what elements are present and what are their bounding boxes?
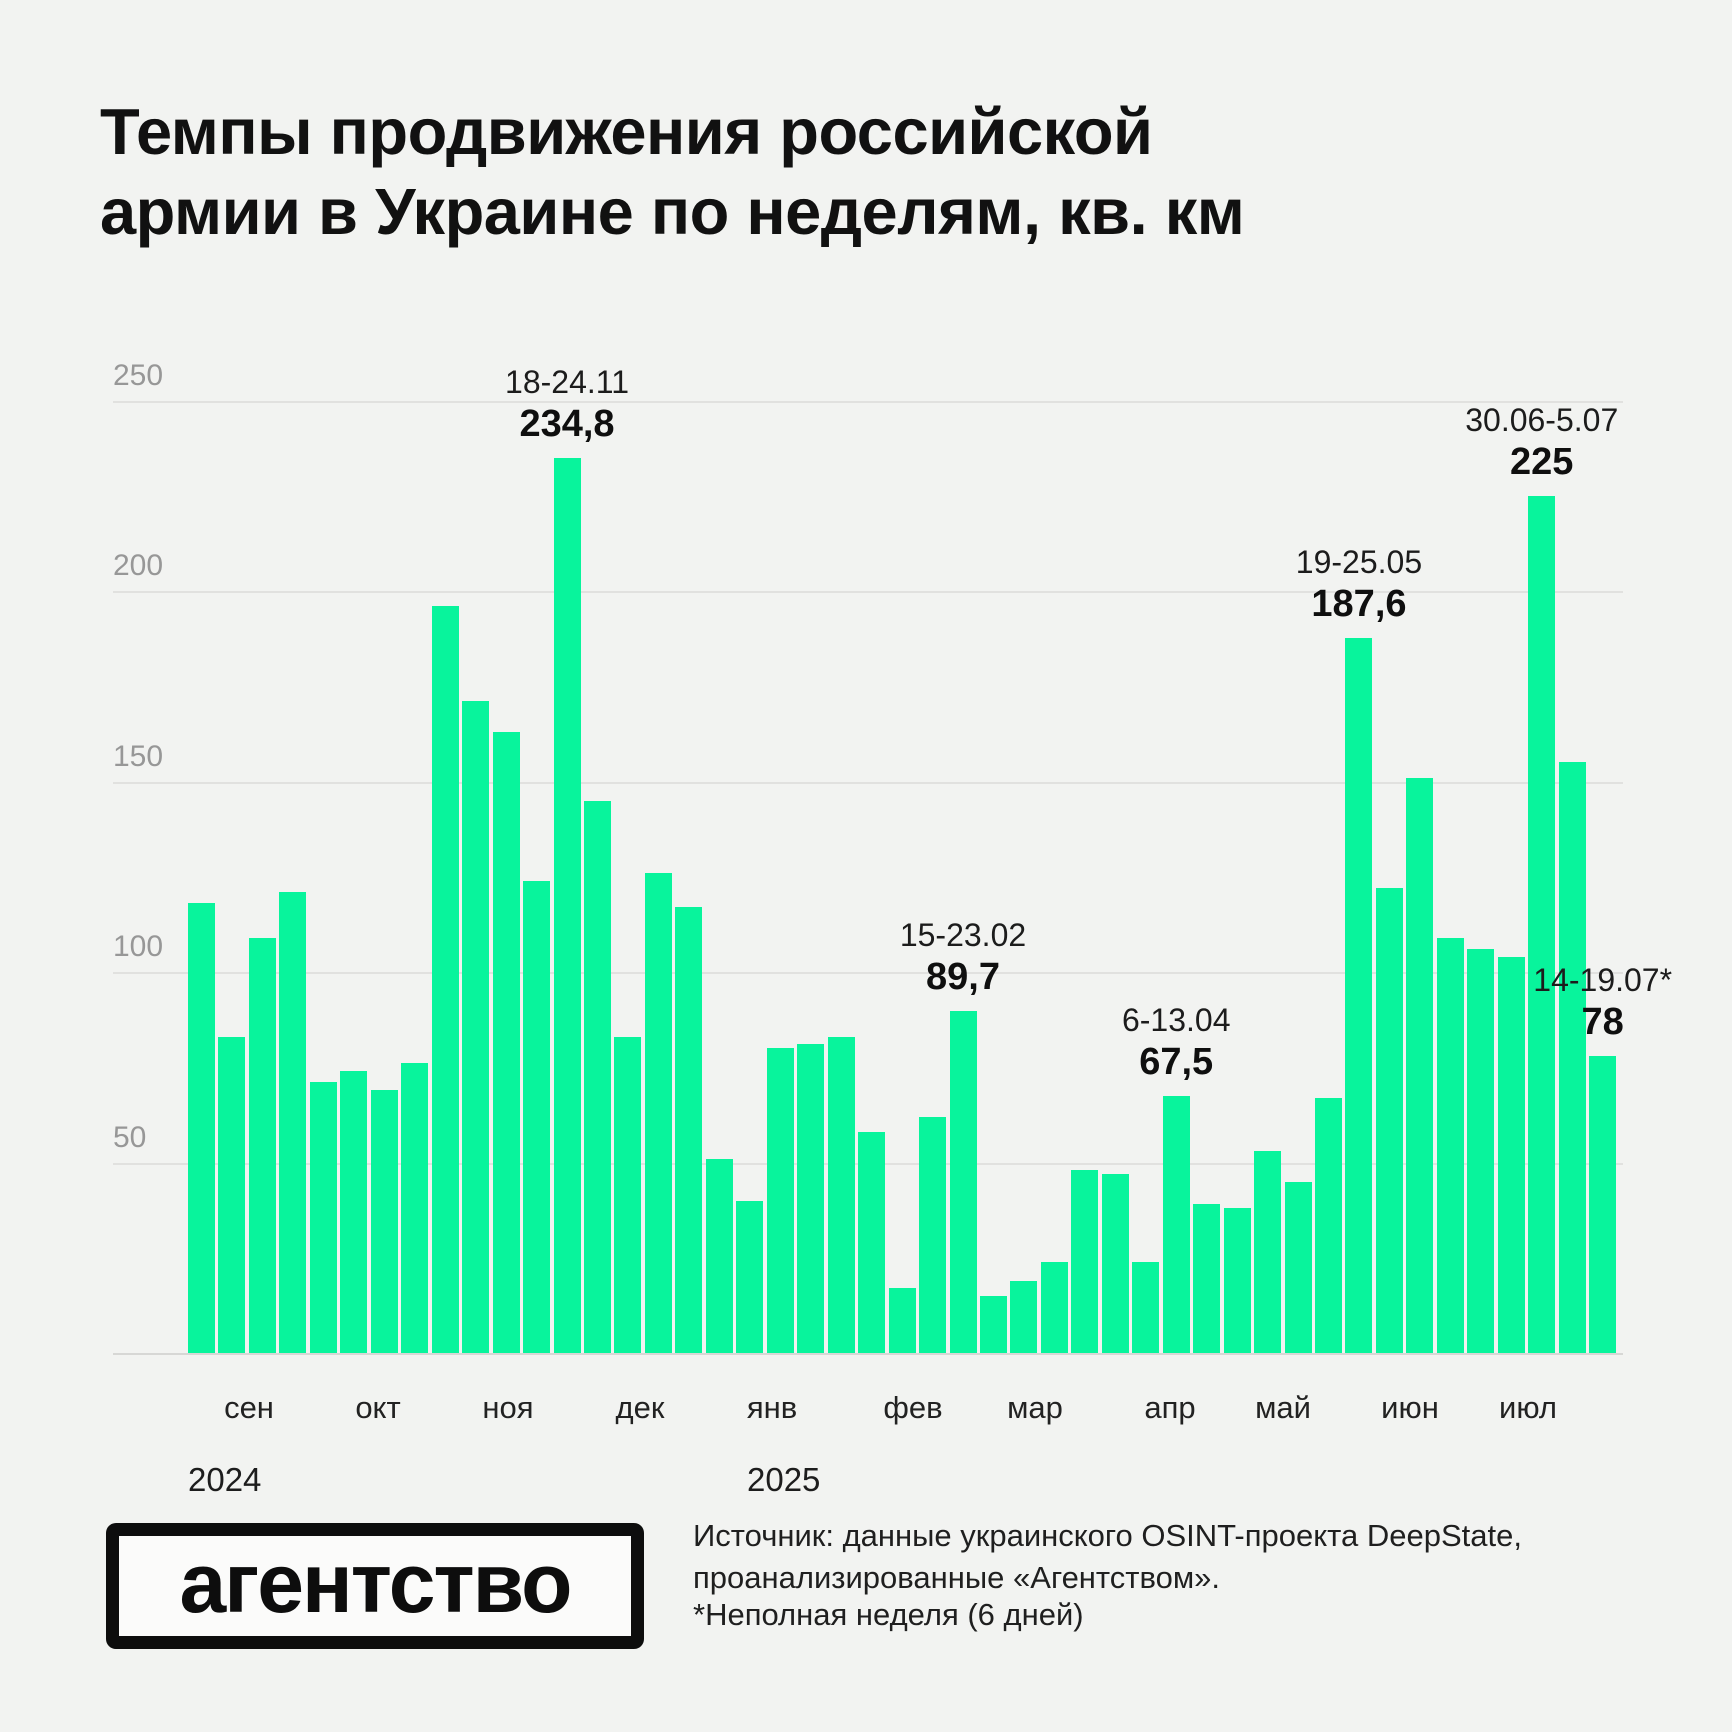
bar-week-39 <box>1345 638 1372 1353</box>
annotation-week: 30.06-5.07 <box>1465 401 1619 438</box>
bar-week-20 <box>767 1048 794 1353</box>
chart-title-line1: Темпы продвижения российской <box>100 95 1153 168</box>
bar-week-18 <box>706 1159 733 1353</box>
month-label-8: май <box>1255 1390 1311 1425</box>
month-label-6: мар <box>1007 1390 1063 1425</box>
bar-week-12 <box>523 881 550 1353</box>
bar-week-34 <box>1193 1204 1220 1353</box>
annotation-14-1907: 14-19.07* 78 <box>1533 960 1672 1044</box>
annotation-15-2302: 15-23.02 89,7 <box>900 915 1026 999</box>
annotation-value: 234,8 <box>519 403 615 446</box>
bar-week-30 <box>1071 1170 1098 1353</box>
annotation-value: 187,6 <box>1311 583 1407 626</box>
bar-week-31 <box>1102 1174 1129 1353</box>
bar-week-13 <box>554 458 581 1353</box>
y-axis-label-200: 200 <box>113 549 164 582</box>
bar-week-14 <box>584 801 611 1353</box>
gridline-200 <box>113 591 1623 593</box>
bar-week-40 <box>1376 888 1403 1353</box>
annotation-3006-507: 30.06-5.07 225 <box>1465 400 1618 484</box>
gridline-150 <box>113 781 1623 784</box>
year-label-2024: 2024 <box>188 1461 262 1498</box>
agentstvo-logo-text: агентство <box>179 1536 573 1630</box>
bar-week-26 <box>950 1011 977 1353</box>
agentstvo-logo: агентство <box>106 1523 644 1649</box>
bar-week-41 <box>1406 778 1433 1353</box>
bar-week-45 <box>1528 496 1555 1353</box>
bar-week-33 <box>1163 1096 1190 1353</box>
bar-week-9 <box>432 606 459 1353</box>
bar-week-32 <box>1132 1262 1159 1353</box>
bar-week-46 <box>1559 762 1586 1353</box>
bar-week-4 <box>279 892 306 1353</box>
annotation-value: 89,7 <box>926 956 1000 999</box>
bar-week-2 <box>218 1037 245 1353</box>
bar-week-10 <box>462 701 489 1353</box>
bar-week-8 <box>401 1063 428 1353</box>
bar-week-7 <box>371 1090 398 1353</box>
bar-week-17 <box>675 907 702 1353</box>
bar-week-37 <box>1285 1182 1312 1353</box>
gridline-100 <box>113 972 1623 974</box>
month-label-3: дек <box>615 1390 665 1425</box>
bar-week-29 <box>1041 1262 1068 1353</box>
annotation-week: 6-13.04 <box>1121 1001 1231 1038</box>
bar-week-22 <box>828 1037 855 1353</box>
annotation-week: 14-19.07* <box>1533 961 1673 998</box>
gridline-250 <box>113 400 1623 403</box>
bar-week-35 <box>1224 1208 1251 1353</box>
bar-week-44 <box>1498 957 1525 1353</box>
source-line-2: проанализированные «Агентством». <box>693 1560 1220 1595</box>
bar-week-36 <box>1254 1151 1281 1353</box>
bar-week-28 <box>1010 1281 1037 1353</box>
annotation-week: 15-23.02 <box>899 917 1027 954</box>
annotation-value: 78 <box>1581 1000 1624 1043</box>
chart-title-line2: армии в Украине по неделям, кв. км <box>100 175 1245 248</box>
bar-week-11 <box>493 732 520 1353</box>
month-label-0: сен <box>224 1390 274 1425</box>
month-label-1: окт <box>355 1390 401 1425</box>
bar-week-23 <box>858 1132 885 1353</box>
month-label-4: янв <box>746 1390 798 1425</box>
bar-week-16 <box>645 873 672 1353</box>
bar-week-24 <box>889 1288 916 1353</box>
bar-week-19 <box>736 1201 763 1353</box>
annotation-value: 67,5 <box>1139 1040 1214 1083</box>
month-label-9: июн <box>1381 1390 1439 1425</box>
month-label-10: июл <box>1499 1390 1557 1425</box>
annotation-18-2411: 18-24.11 234,8 <box>505 362 629 446</box>
bar-week-42 <box>1437 938 1464 1353</box>
x-axis-baseline <box>113 1353 1623 1355</box>
bar-week-47 <box>1589 1056 1616 1353</box>
month-label-2: ноя <box>482 1390 534 1425</box>
annotation-value: 225 <box>1510 440 1574 483</box>
y-axis-label-250: 250 <box>113 358 164 392</box>
bar-week-25 <box>919 1117 946 1353</box>
footnote-line: *Неполная неделя (6 дней) <box>693 1597 1084 1632</box>
y-axis-label-100: 100 <box>113 930 164 963</box>
source-line-1: Источник: данные украинского OSINT-проек… <box>693 1518 1522 1553</box>
bar-week-5 <box>310 1082 337 1353</box>
bar-week-43 <box>1467 949 1494 1353</box>
bar-week-1 <box>188 903 215 1353</box>
annotation-week: 18-24.11 <box>505 364 629 401</box>
year-label-2025: 2025 <box>747 1461 821 1498</box>
annotation-6-1304: 6-13.04 67,5 <box>1122 1000 1231 1084</box>
annotation-week: 19-25.05 <box>1295 544 1423 581</box>
annotation-19-2505: 19-25.05 187,6 <box>1296 542 1422 626</box>
bar-week-3 <box>249 938 276 1353</box>
bar-week-27 <box>980 1296 1007 1353</box>
bar-week-21 <box>797 1044 824 1353</box>
month-label-7: апр <box>1144 1390 1196 1425</box>
bar-week-38 <box>1315 1098 1342 1353</box>
y-axis-label-50: 50 <box>113 1120 147 1154</box>
month-label-5: фев <box>883 1390 943 1425</box>
bar-week-15 <box>614 1037 641 1353</box>
y-axis-label-150: 150 <box>113 739 164 773</box>
bar-week-6 <box>340 1071 367 1353</box>
